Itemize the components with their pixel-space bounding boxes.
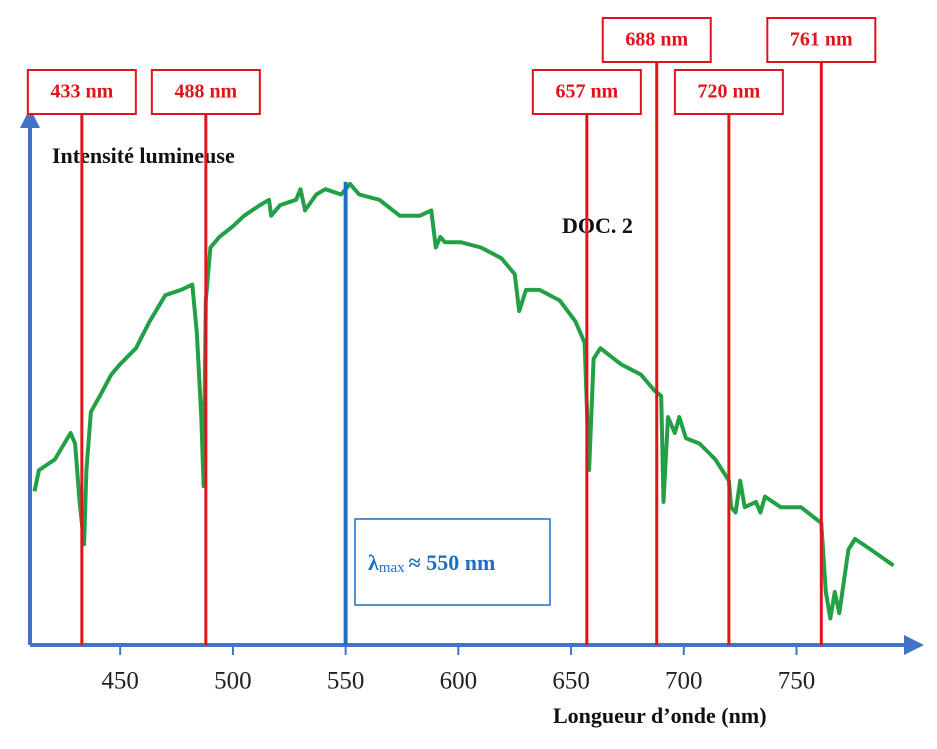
line-label: 761 nm (790, 29, 853, 51)
max-label: λmax ≈ 550 nm (368, 550, 495, 576)
x-tick-label: 450 (101, 668, 139, 695)
x-tick-label: 650 (552, 668, 590, 695)
max-label-part: λ (368, 550, 379, 575)
label-box (26, 69, 137, 115)
x-tick-label: 700 (665, 668, 703, 695)
line-label: 720 nm (697, 81, 760, 103)
y-axis-label: Intensité lumineuse (52, 143, 235, 168)
max-box (354, 518, 551, 606)
x-axis-label: Longueur d’onde (nm) (553, 703, 767, 728)
doc-label: DOC. 2 (562, 213, 633, 238)
label-box (673, 69, 784, 115)
line-label: 688 nm (625, 29, 688, 51)
label-box (531, 69, 642, 115)
spectrum-line (32, 181, 895, 621)
x-tick-label: 550 (327, 668, 365, 695)
label-box (601, 17, 712, 63)
line-label: 657 nm (555, 81, 618, 103)
x-tick-label: 600 (440, 668, 478, 695)
max-label-part: ≈ 550 nm (409, 550, 496, 575)
x-tick-label: 500 (214, 668, 252, 695)
label-box (150, 69, 261, 115)
label-box (766, 17, 877, 63)
max-label-part: max (379, 560, 405, 576)
line-label: 433 nm (50, 81, 113, 103)
line-label: 488 nm (174, 81, 237, 103)
x-tick-label: 750 (778, 668, 816, 695)
